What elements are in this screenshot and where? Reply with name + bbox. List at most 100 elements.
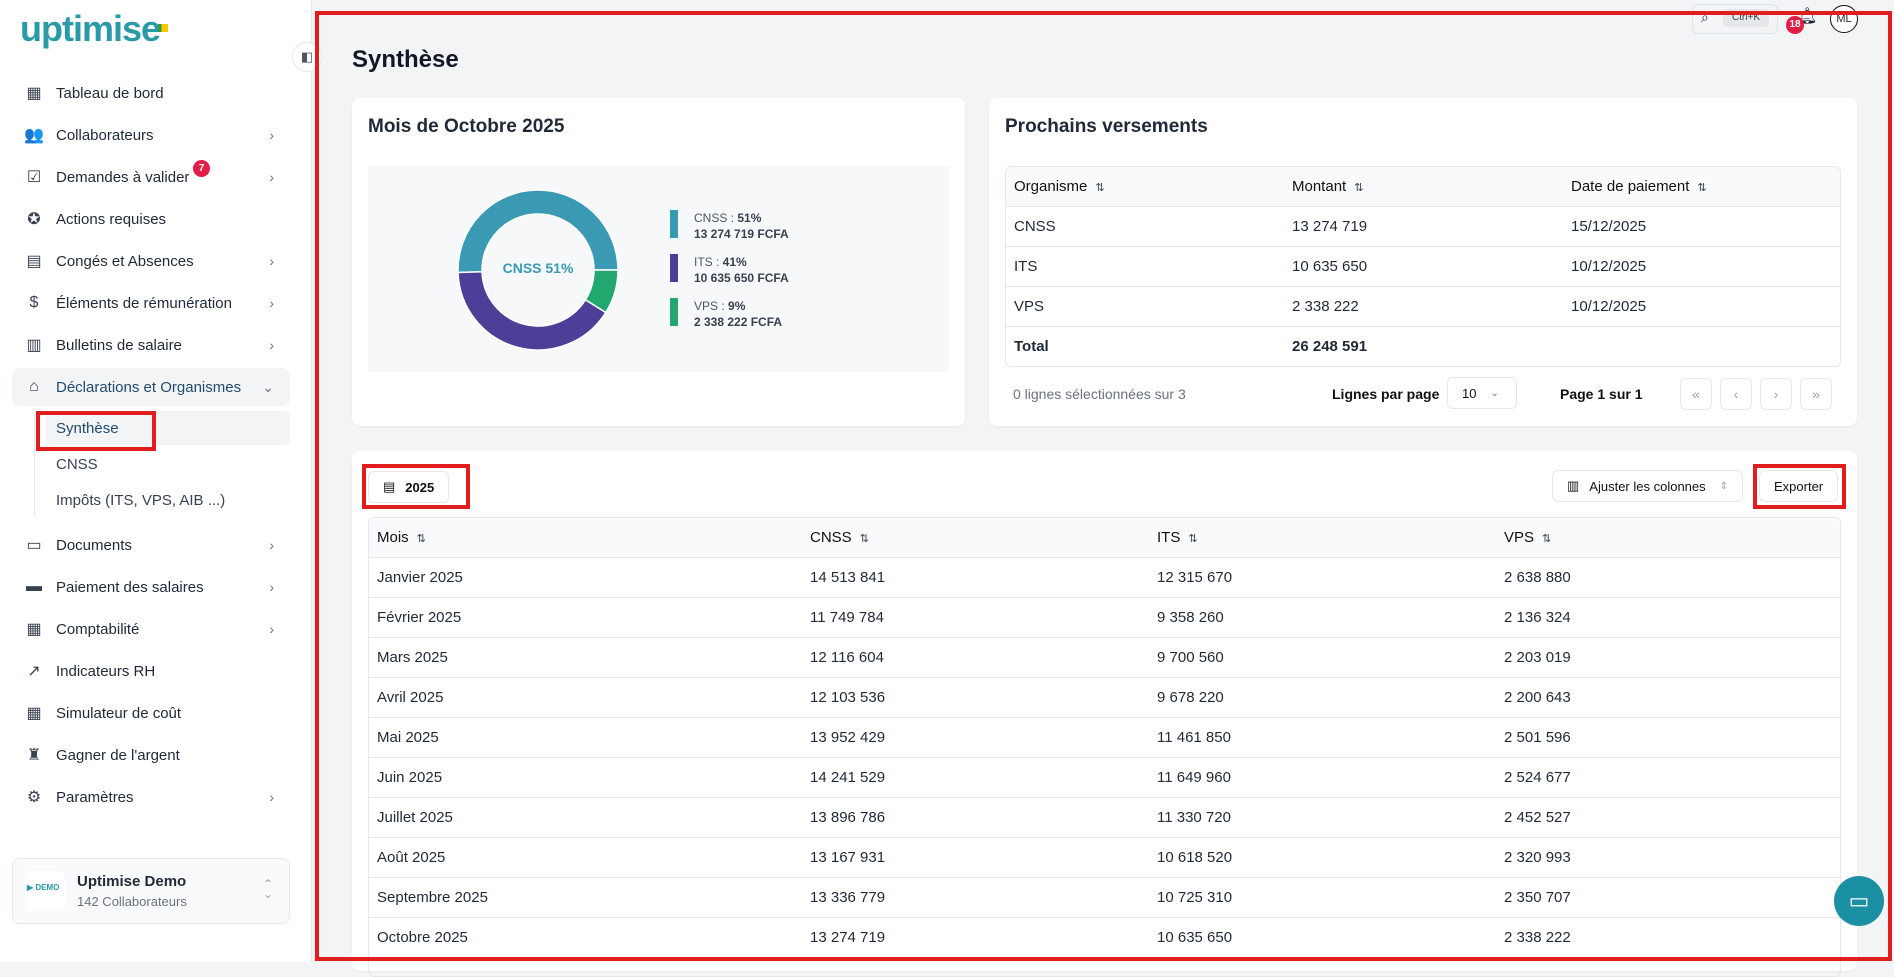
table-row[interactable]: Août 2025 13 167 931 10 618 520 2 320 993 — [369, 838, 1840, 878]
table-cell: VPS — [1014, 298, 1045, 315]
sort-icon[interactable]: ⇅ — [1697, 182, 1707, 194]
year-picker[interactable]: ▤ 2025 — [368, 471, 450, 503]
prev-page-button[interactable]: ‹ — [1720, 378, 1752, 410]
column-header[interactable]: Mois ⇅ — [377, 529, 426, 546]
table-cell: 2 136 324 — [1504, 609, 1571, 626]
sort-icon[interactable]: ⇅ — [859, 533, 869, 545]
users-icon: 👥 — [24, 127, 44, 144]
flag-icon — [158, 24, 168, 32]
sidebar-item--l-ments-de-r-mun-ration[interactable]: $ Éléments de rémunération › — [12, 284, 290, 322]
sidebar-item-gagner-de-l-argent[interactable]: ♜ Gagner de l'argent — [12, 736, 290, 774]
table-row[interactable]: VPS 2 338 222 10/12/2025 — [1006, 287, 1840, 327]
sort-icon[interactable]: ⇅ — [1095, 182, 1105, 194]
table-row[interactable]: ITS 10 635 650 10/12/2025 — [1006, 247, 1840, 287]
chevron-right-icon: › — [269, 579, 274, 595]
sidebar-item-actions-requises[interactable]: ✪ Actions requises — [12, 200, 290, 238]
column-header[interactable]: Date de paiement ⇅ — [1571, 178, 1707, 195]
chevron-down-icon: ⌄ — [1490, 387, 1499, 399]
sidebar-item-cong-s-et-absences[interactable]: ▤ Congés et Absences › — [12, 242, 290, 280]
sort-icon[interactable]: ⇅ — [1542, 533, 1552, 545]
organization-switcher[interactable]: ▶ DEMO Uptimise Demo 142 Collaborateurs … — [12, 858, 290, 924]
table-cell: 9 358 260 — [1157, 609, 1224, 626]
first-page-button[interactable]: « — [1680, 378, 1712, 410]
column-header[interactable]: Organisme ⇅ — [1014, 178, 1105, 195]
table-cell: 9 678 220 — [1157, 689, 1224, 706]
sidebar-item-comptabilit-[interactable]: ▦ Comptabilité › — [12, 610, 290, 648]
table-row[interactable]: Mars 2025 12 116 604 9 700 560 2 203 019 — [369, 638, 1840, 678]
column-header[interactable]: CNSS ⇅ — [810, 529, 869, 546]
table-row[interactable]: Juillet 2025 13 896 786 11 330 720 2 452 52… — [369, 798, 1840, 838]
submenu-line — [34, 414, 35, 517]
medal-icon: ♜ — [26, 747, 42, 764]
chevron-right-icon: › — [269, 169, 274, 185]
column-header[interactable]: ITS ⇅ — [1157, 529, 1198, 546]
adjust-columns-button[interactable]: ▥ Ajuster les colonnes ⇕ — [1552, 470, 1744, 502]
sidebar-item-indicateurs-rh[interactable]: ↗ Indicateurs RH — [12, 652, 290, 690]
sidebar-item-label: Gagner de l'argent — [56, 746, 180, 764]
avatar[interactable]: ML — [1830, 5, 1858, 33]
donut-slice-its[interactable] — [457, 270, 607, 351]
sidebar-subitem[interactable]: Synthèse — [46, 411, 290, 445]
table-cell: 2 524 677 — [1504, 769, 1571, 786]
logo[interactable]: uptimise — [20, 8, 161, 49]
sidebar-item-paiement-des-salaires[interactable]: ▬ Paiement des salaires › — [12, 568, 290, 606]
table-cell: ITS — [1014, 258, 1038, 275]
summary-card: Mois de Octobre 2025 CNSS 51% CNSS : 51%… — [352, 98, 965, 426]
legend-name: ITS : — [694, 255, 723, 269]
sort-icon[interactable]: ⇅ — [1188, 533, 1198, 545]
sidebar-item-d-clarations-et-organismes[interactable]: ⌂ Déclarations et Organismes ⌄ — [12, 368, 290, 406]
table-cell: Juillet 2025 — [377, 809, 453, 826]
table-cell: 13 952 429 — [810, 729, 886, 746]
rows-per-page-select[interactable]: 10 ⌄ — [1447, 377, 1517, 409]
table-row[interactable]: Octobre 2025 13 274 719 10 635 650 2 338 22… — [369, 918, 1840, 958]
donut-slice-cnss[interactable] — [457, 189, 619, 274]
table-row[interactable]: Mai 2025 13 952 429 11 461 850 2 501 596 — [369, 718, 1840, 758]
legend-swatch — [670, 254, 678, 282]
sidebar-item-collaborateurs[interactable]: 👥 Collaborateurs › — [12, 116, 290, 154]
table-cell: 13 336 779 — [810, 889, 886, 906]
donut-slice-vps[interactable] — [584, 269, 619, 314]
column-header[interactable]: VPS ⇅ — [1504, 529, 1551, 546]
sidebar-item-param-tres[interactable]: ⚙ Paramètres › — [12, 778, 290, 816]
sidebar-item-demandes-valider[interactable]: ☑ Demandes à valider › — [12, 158, 290, 196]
table-row[interactable]: Septembre 2025 13 336 779 10 725 310 2 350 … — [369, 878, 1840, 918]
legend-percent: 41% — [722, 255, 747, 269]
table-row[interactable]: Janvier 2025 14 513 841 12 315 670 2 638 88… — [369, 558, 1840, 598]
chevrons-updown-icon: ⌃ ⌄ — [262, 877, 273, 901]
calendar-icon: ▤ — [383, 479, 396, 494]
page-info: Page 1 sur 1 — [1560, 386, 1643, 402]
table-cell: Août 2025 — [377, 849, 446, 866]
sidebar-item-documents[interactable]: ▭ Documents › — [12, 526, 290, 564]
table-row[interactable]: Avril 2025 12 103 536 9 678 220 2 200 643 — [369, 678, 1840, 718]
sidebar-item-label: Bulletins de salaire — [56, 336, 182, 354]
last-page-button[interactable]: » — [1800, 378, 1832, 410]
sidebar-item-label: Tableau de bord — [56, 84, 164, 102]
sidebar-item-simulateur-de-co-t[interactable]: ▦ Simulateur de coût — [12, 694, 290, 732]
export-button[interactable]: Exporter — [1759, 470, 1839, 502]
chevrons-updown-icon: ⇕ — [1719, 480, 1729, 492]
column-header[interactable]: Montant ⇅ — [1292, 178, 1363, 195]
table-row[interactable]: CNSS 13 274 719 15/12/2025 — [1006, 207, 1840, 247]
collapse-sidebar-button[interactable]: ◧ — [292, 42, 322, 72]
sidebar-subitem[interactable]: CNSS — [56, 455, 98, 473]
column-header-label: Organisme — [1014, 178, 1088, 195]
next-page-button[interactable]: › — [1760, 378, 1792, 410]
table-cell: 2 501 596 — [1504, 729, 1571, 746]
selection-status: 0 lignes sélectionnées sur 3 — [1013, 386, 1186, 402]
sidebar-item-tableau-de-bord[interactable]: ▦ Tableau de bord — [12, 74, 290, 112]
search-button[interactable]: ⌕ Ctrl+K — [1692, 4, 1778, 34]
sidebar-subitem[interactable]: Impôts (ITS, VPS, AIB ...) — [56, 491, 226, 509]
total-cell: Total — [1014, 338, 1049, 355]
chat-button[interactable]: ▭ — [1834, 876, 1884, 926]
sidebar-item-bulletins-de-salaire[interactable]: ▥ Bulletins de salaire › — [12, 326, 290, 364]
legend-amount: 13 274 719 FCFA — [694, 227, 789, 241]
table-row[interactable]: Juin 2025 14 241 529 11 649 960 2 524 677 — [369, 758, 1840, 798]
legend-percent: 51% — [737, 211, 762, 225]
table-cell: 15/12/2025 — [1571, 218, 1647, 235]
sort-icon[interactable]: ⇅ — [416, 533, 426, 545]
sort-icon[interactable]: ⇅ — [1354, 182, 1364, 194]
table-row[interactable]: Février 2025 11 749 784 9 358 260 2 136 324 — [369, 598, 1840, 638]
page-title: Synthèse — [352, 46, 459, 73]
table-cell: 10 618 520 — [1157, 849, 1233, 866]
table-cell: Avril 2025 — [377, 689, 444, 706]
